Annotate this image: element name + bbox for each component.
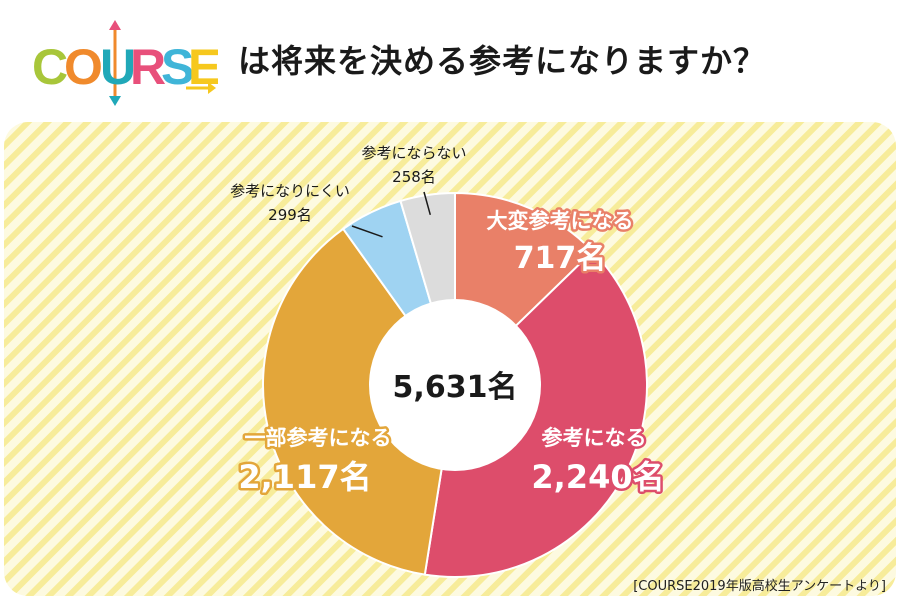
- svg-text:S: S: [161, 39, 194, 95]
- svg-text:R: R: [130, 39, 166, 95]
- svg-text:U: U: [100, 39, 136, 95]
- value-barely-helpful: 299名: [268, 206, 312, 224]
- svg-text:C: C: [32, 39, 68, 95]
- label-very-helpful: 大変参考になる: [487, 209, 634, 233]
- slice-partly-helpful: [262, 227, 457, 576]
- leader-not-helpful: [423, 191, 432, 215]
- label-helpful: 参考になる: [542, 426, 647, 450]
- label-not-helpful: 参考にならない: [361, 144, 466, 162]
- label-partly-helpful: 一部参考になる: [245, 426, 392, 450]
- source-note: [COURSE2019年版高校生アンケートより]: [633, 579, 886, 594]
- value-very-helpful: 717名: [514, 241, 607, 276]
- svg-text:E: E: [188, 39, 218, 95]
- svg-text:O: O: [64, 39, 103, 95]
- total-label: 5,631名: [393, 370, 518, 405]
- value-helpful: 2,240名: [531, 458, 664, 496]
- page-title: は将来を決める参考になりますか？: [238, 42, 767, 80]
- donut-hole: [369, 299, 541, 471]
- course-logo: C O U R S E: [18, 18, 218, 108]
- label-barely-helpful: 参考になりにくい: [230, 182, 350, 200]
- value-not-helpful: 258名: [392, 168, 436, 186]
- leader-barely-helpful: [351, 225, 383, 238]
- value-partly-helpful: 2,117名: [238, 458, 371, 496]
